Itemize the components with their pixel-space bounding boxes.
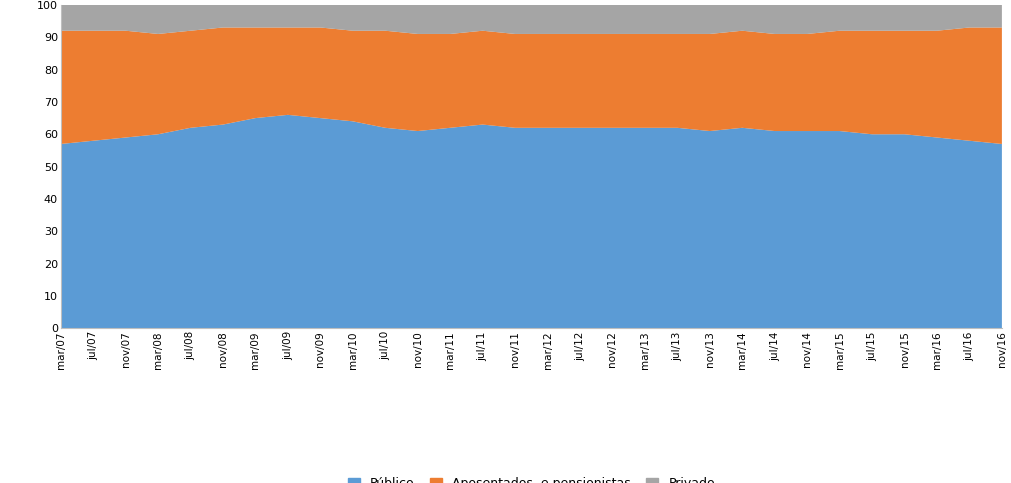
Legend: Público, Aposentados  e pensionistas, Privado: Público, Aposentados e pensionistas, Pri… — [347, 478, 715, 483]
